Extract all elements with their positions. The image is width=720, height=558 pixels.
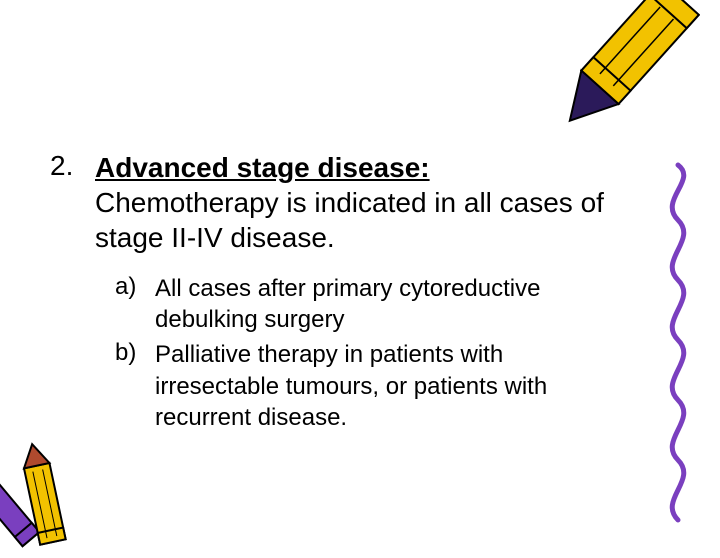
sub-letter: b) xyxy=(115,339,155,433)
sub-item-b: b) Palliative therapy in patients with i… xyxy=(115,339,610,433)
item-body: Chemotherapy is indicated in all cases o… xyxy=(95,187,604,253)
item-text: Advanced stage disease: Chemotherapy is … xyxy=(95,150,610,255)
sub-text: Palliative therapy in patients with irre… xyxy=(155,339,610,433)
sub-letter: a) xyxy=(115,273,155,335)
slide-content: 2. Advanced stage disease: Chemotherapy … xyxy=(50,150,610,437)
crayon-top-right-icon xyxy=(540,0,700,145)
sub-list: a) All cases after primary cytoreductive… xyxy=(115,273,610,433)
item-number: 2. xyxy=(50,150,95,255)
item-heading: Advanced stage disease: xyxy=(95,152,430,183)
crayons-bottom-left-icon xyxy=(0,438,115,558)
sub-text: All cases after primary cytoreductive de… xyxy=(155,273,610,335)
squiggle-right-icon xyxy=(650,160,705,530)
sub-item-a: a) All cases after primary cytoreductive… xyxy=(115,273,610,335)
numbered-item-2: 2. Advanced stage disease: Chemotherapy … xyxy=(50,150,610,255)
